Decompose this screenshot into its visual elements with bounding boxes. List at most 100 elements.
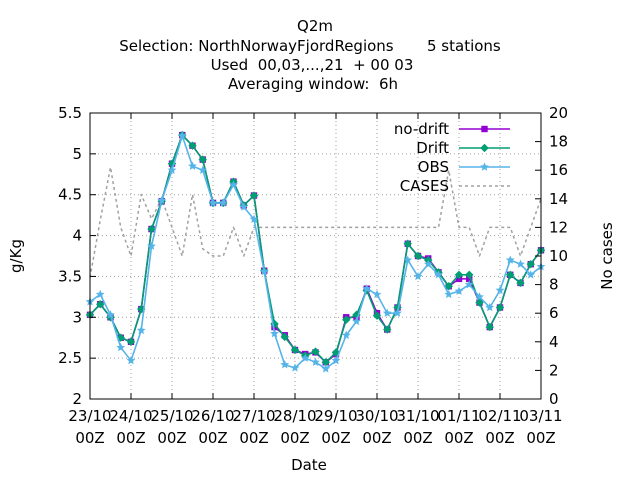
x-tick-label-day: 31/10 [396, 407, 439, 425]
data-point-obs [505, 255, 515, 264]
y-tick-label: 2.5 [58, 349, 82, 367]
data-point-drift [413, 251, 423, 261]
y2-tick-label: 2 [549, 361, 559, 379]
data-point-obs [208, 198, 218, 207]
data-point-drift [475, 298, 484, 307]
data-point-drift [342, 315, 351, 324]
series-obs [85, 131, 546, 373]
data-point-obs [198, 165, 208, 174]
y2-tick-label: 12 [549, 218, 568, 236]
y2-tick-label: 14 [549, 190, 568, 208]
chart-subtitle-selection: Selection: NorthNorwayFjordRegions 5 sta… [119, 37, 501, 55]
data-point-obs [106, 310, 115, 319]
x-tick-label-day: 27/10 [232, 407, 275, 425]
legend-marker [480, 143, 489, 153]
data-point-drift [198, 155, 207, 164]
data-point-obs [249, 214, 259, 223]
x-tick-label-day: 28/10 [273, 407, 316, 425]
data-point-drift [280, 332, 289, 342]
data-point-obs [157, 195, 167, 205]
data-point-obs [147, 241, 156, 250]
legend-label: OBS [418, 158, 449, 176]
y2-tick-label: 8 [549, 276, 559, 294]
x-tick-label-hour: 00Z [75, 429, 104, 447]
data-point-obs [526, 270, 536, 279]
data-point-obs [434, 270, 443, 279]
y-tick-label: 4 [72, 227, 82, 245]
data-point-drift [444, 282, 453, 291]
data-point-drift [96, 300, 105, 309]
data-point-obs [167, 165, 177, 174]
y-tick-label: 2 [72, 390, 82, 408]
x-axis-label: Date [291, 456, 327, 474]
x-tick-label-hour: 00Z [116, 429, 145, 447]
x-tick-label-day: 25/10 [150, 407, 193, 425]
data-point-obs [177, 131, 187, 140]
data-point-obs [372, 289, 382, 299]
grid [90, 113, 541, 399]
series-line-drift [89, 134, 542, 364]
series-line-no-drift [89, 134, 542, 364]
y2-tick-label: 16 [549, 161, 568, 179]
x-tick-label-day: 26/10 [191, 407, 234, 425]
data-point-obs [475, 292, 484, 301]
chart-subtitle-averaging: Averaging window: 6h [228, 75, 398, 93]
data-point-drift [372, 311, 382, 320]
data-point-drift [516, 278, 525, 288]
data-point-obs [393, 308, 402, 317]
data-point-obs [259, 266, 269, 276]
data-point-obs [495, 285, 505, 295]
x-tick-label-hour: 00Z [526, 429, 555, 447]
data-point-drift [526, 259, 535, 269]
data-point-obs [239, 202, 249, 211]
data-point-drift [485, 322, 494, 332]
data-point-obs [95, 289, 105, 299]
y-tick-label: 3.5 [58, 267, 82, 285]
y2-tick-label: 4 [549, 333, 559, 351]
data-point-drift [321, 358, 330, 367]
data-point-drift [290, 345, 300, 355]
data-point-drift [495, 303, 505, 312]
chart-title: Q2m [297, 17, 333, 35]
y2-tick-label: 20 [549, 104, 568, 122]
x-tick-label-day: 24/10 [109, 407, 152, 425]
data-point-obs [464, 280, 474, 289]
data-point-drift [403, 239, 412, 248]
data-point-obs [136, 325, 146, 335]
data-point-drift [383, 325, 392, 334]
data-point-obs [331, 355, 341, 365]
legend-label: CASES [400, 177, 449, 195]
x-tick-label-day: 29/10 [314, 407, 357, 425]
data-point-obs [188, 161, 197, 170]
y-axis-label: g/Kg [7, 239, 25, 273]
data-point-drift [311, 347, 320, 356]
data-point-obs [290, 363, 300, 372]
data-point-drift [465, 270, 474, 279]
series-drift [85, 130, 546, 367]
x-tick-label-day: 23/10 [68, 407, 111, 425]
x-tick-label-hour: 00Z [485, 429, 514, 447]
legend-marker [480, 162, 489, 171]
data-point-drift [126, 337, 136, 346]
data-point-obs [116, 342, 126, 352]
data-point-obs [362, 284, 372, 293]
data-point-obs [218, 198, 228, 207]
x-tick-label-hour: 00Z [157, 429, 186, 447]
plot-frame [89, 112, 542, 400]
x-tick-label-day: 02/11 [478, 407, 521, 425]
data-point-obs [423, 259, 433, 268]
y2-axis-label: No cases [598, 222, 616, 290]
series-layer [85, 130, 546, 373]
x-tick-label-day: 03/11 [519, 407, 562, 425]
legend-label: no-drift [394, 120, 449, 138]
x-tick-label-hour: 00Z [444, 429, 473, 447]
series-cases [89, 166, 542, 278]
y-tick-label: 3 [72, 308, 82, 326]
data-point-obs [300, 353, 310, 362]
y-tick-label: 5.5 [58, 104, 82, 122]
y2-tick-label: 18 [549, 133, 568, 151]
x-tick-label-hour: 00Z [239, 429, 268, 447]
series-line-obs [89, 135, 542, 370]
